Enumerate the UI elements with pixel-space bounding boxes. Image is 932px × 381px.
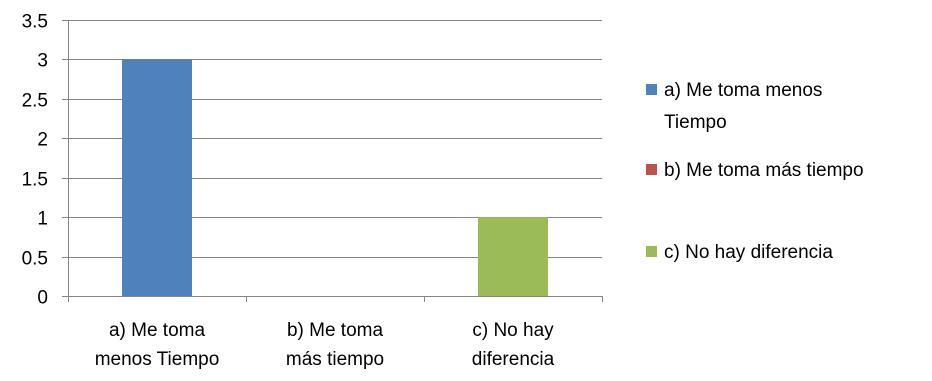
y-tick-label: 0 — [37, 288, 48, 309]
axes — [62, 20, 603, 302]
legend-swatch-1 — [646, 84, 657, 95]
y-tick-labels: 0 0.5 1 1.5 2 2.5 3 3.5 — [22, 12, 48, 309]
legend: a) Me toma menos Tiempo b) Me toma más tie… — [646, 80, 864, 263]
bar-3 — [478, 217, 548, 296]
legend-label-3: c) No hay diferencia — [664, 242, 833, 263]
legend-label-2: b) Me toma más tiempo — [664, 160, 864, 181]
bars — [122, 59, 548, 296]
y-tick-label: 1.5 — [22, 170, 48, 191]
legend-swatch-3 — [646, 246, 657, 257]
legend-swatch-2 — [646, 164, 657, 175]
legend-label-1: a) Me toma menos Tiempo — [664, 80, 822, 133]
y-tick-label: 2.5 — [22, 91, 48, 112]
bar-1 — [122, 59, 192, 296]
x-tick-label: c) No hay diferencia — [472, 320, 555, 370]
y-tick-label: 3.5 — [22, 12, 48, 33]
y-tick-label: 2 — [37, 130, 48, 151]
y-tick-label: 0.5 — [22, 249, 48, 270]
x-tick-labels: a) Me toma menos Tiempo b) Me toma más tiem… — [95, 320, 555, 370]
x-tick-label: a) Me toma menos Tiempo — [95, 320, 220, 370]
y-tick-label: 1 — [37, 209, 48, 230]
y-tick-label: 3 — [37, 51, 48, 72]
x-tick-label: b) Me toma más tiempo — [286, 320, 384, 370]
